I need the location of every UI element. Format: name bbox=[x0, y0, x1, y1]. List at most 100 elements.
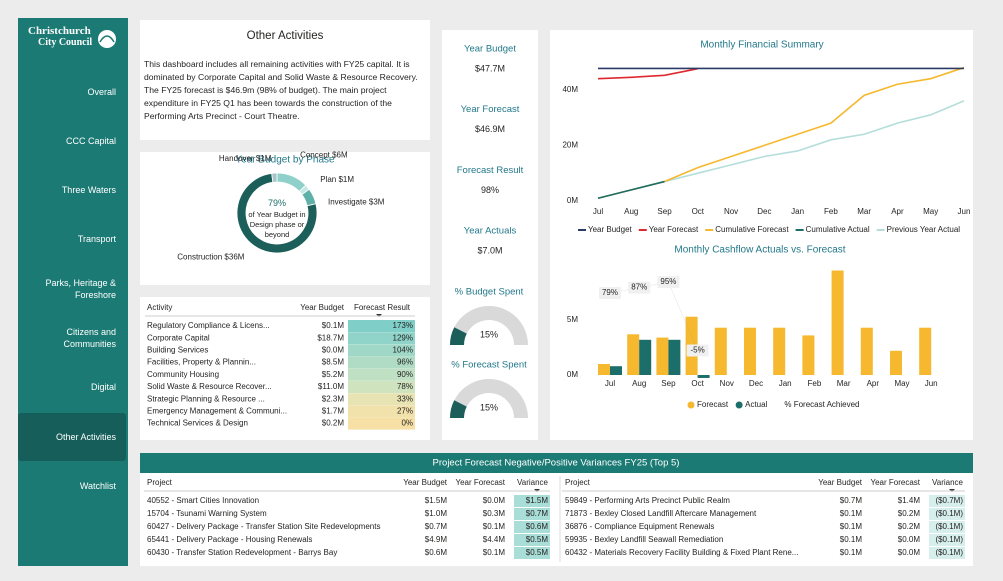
table-cell: $1.5M bbox=[425, 496, 448, 505]
table-cell: ($0.1M) bbox=[935, 509, 963, 518]
table-cell: Emergency Management & Communi... bbox=[147, 407, 287, 416]
kpi-panel bbox=[442, 30, 538, 440]
bar bbox=[697, 375, 710, 378]
donut-label-value: $36M bbox=[224, 253, 244, 262]
bar bbox=[919, 327, 932, 375]
table-cell: $0.1M bbox=[840, 509, 863, 518]
table-cell: 90% bbox=[397, 370, 413, 379]
table-cell: $0.1M bbox=[840, 548, 863, 557]
donut-label: Concept $6M bbox=[300, 150, 348, 159]
table-cell: ($0.7M) bbox=[935, 496, 963, 505]
gauge-label: 15% bbox=[480, 329, 498, 339]
table-header: Project bbox=[147, 478, 173, 487]
legend-label: Year Forecast bbox=[649, 225, 699, 234]
nav-item[interactable]: Watchlist bbox=[79, 480, 116, 491]
legend-label: Cumulative Forecast bbox=[715, 225, 789, 234]
nav-item[interactable]: Other Activities bbox=[18, 412, 126, 461]
table-cell: Community Housing bbox=[147, 370, 219, 379]
nav-item[interactable]: Transport bbox=[77, 234, 116, 245]
chart-title: % Forecast Spent bbox=[451, 360, 527, 371]
x-tick-label: Feb bbox=[824, 207, 838, 216]
result-cell bbox=[348, 332, 415, 345]
donut-center-value: 79% bbox=[267, 198, 286, 208]
x-tick-label: Nov bbox=[720, 379, 734, 388]
variance-cell bbox=[514, 495, 550, 507]
x-tick-label: Sep bbox=[657, 207, 672, 216]
table-cell: $0.2M bbox=[898, 509, 921, 518]
nav-item[interactable]: CCC Capital bbox=[65, 135, 116, 146]
variance-cell bbox=[514, 508, 550, 520]
donut-label: Construction $36M bbox=[177, 253, 245, 262]
table-cell: $0.1M bbox=[840, 522, 863, 531]
table-cell: 71873 - Bexley Closed Landfill Aftercare… bbox=[565, 509, 757, 518]
x-tick-label: Dec bbox=[749, 379, 763, 388]
donut-label-value: $6M bbox=[332, 150, 348, 159]
logo: Christchurch City Council bbox=[28, 26, 93, 49]
table-cell: 60432 - Materials Recovery Facility Buil… bbox=[565, 548, 798, 557]
variance-title: Project Forecast Negative/Positive Varia… bbox=[433, 458, 680, 469]
nav-item[interactable]: Citizens and Communities bbox=[63, 327, 116, 349]
intro-title: Other Activities bbox=[246, 30, 324, 42]
table-cell: $0.5M bbox=[526, 548, 549, 557]
x-tick-label: Mar bbox=[857, 207, 871, 216]
x-tick-label: Nov bbox=[724, 207, 738, 216]
table-header: Year Forecast bbox=[870, 478, 920, 487]
x-tick-label: Aug bbox=[624, 207, 638, 216]
nav-item[interactable]: Overall bbox=[87, 86, 116, 97]
table-cell: 60430 - Transfer Station Redevelopment -… bbox=[147, 548, 337, 557]
table-cell: $0.7M bbox=[425, 522, 448, 531]
donut-label-value: $1M bbox=[256, 154, 272, 163]
nav-item[interactable]: Parks, Heritage & Foreshore bbox=[45, 277, 116, 300]
y-tick-label: 0M bbox=[567, 196, 578, 205]
donut-label: Investigate $3M bbox=[328, 197, 385, 206]
data-label: 79% bbox=[602, 288, 618, 297]
result-cell bbox=[348, 356, 415, 369]
table-cell: $0.0M bbox=[898, 535, 921, 544]
logo-icon-detail bbox=[99, 35, 115, 43]
table-cell: $0.1M bbox=[483, 522, 506, 531]
logo-subtitle: City Council bbox=[38, 37, 93, 48]
x-tick-label: Apr bbox=[891, 207, 904, 216]
x-tick-label: Aug bbox=[632, 379, 646, 388]
x-tick-label: Mar bbox=[837, 379, 851, 388]
x-tick-label: May bbox=[923, 207, 938, 216]
data-label: 87% bbox=[631, 283, 647, 292]
bar bbox=[860, 327, 873, 375]
table-cell: ($0.1M) bbox=[935, 548, 963, 557]
bar bbox=[668, 339, 681, 375]
bar bbox=[744, 327, 756, 375]
x-tick-label: Sep bbox=[661, 379, 676, 388]
intro-panel bbox=[140, 20, 430, 140]
table-cell: $0.3M bbox=[483, 509, 506, 518]
table-header: Forecast Result bbox=[354, 303, 411, 312]
bar bbox=[610, 366, 622, 375]
result-cell bbox=[348, 320, 415, 332]
table-cell: 104% bbox=[393, 346, 413, 355]
legend-label: % Forecast Achieved bbox=[784, 400, 859, 409]
table-cell: Strategic Planning & Resource ... bbox=[147, 394, 265, 403]
series-line bbox=[597, 67, 698, 80]
table-cell: 15704 - Tsunami Warning System bbox=[147, 509, 267, 518]
y-tick-label: 40M bbox=[562, 85, 578, 94]
data-label-bg bbox=[599, 287, 621, 300]
data-label: -5% bbox=[690, 346, 704, 355]
table-cell: Solid Waste & Resource Recover... bbox=[147, 382, 272, 391]
table-header: Variance bbox=[932, 478, 964, 487]
data-label-bg bbox=[628, 281, 651, 294]
table-cell: 96% bbox=[397, 358, 413, 367]
table-cell: $0.2M bbox=[322, 419, 345, 428]
x-tick-label: May bbox=[894, 379, 909, 388]
nav-item[interactable]: Digital bbox=[90, 382, 116, 393]
legend-label: Actual bbox=[745, 400, 767, 409]
table-cell: ($0.1M) bbox=[935, 535, 963, 544]
table-cell: $4.9M bbox=[425, 535, 448, 544]
nav-item[interactable]: Three Waters bbox=[61, 185, 116, 196]
data-label-bg bbox=[686, 344, 709, 357]
bar bbox=[890, 350, 902, 375]
legend-swatch bbox=[687, 401, 695, 409]
gauge-track bbox=[450, 379, 528, 418]
table-cell: $0.7M bbox=[840, 496, 863, 505]
table-cell: 36876 - Compliance Equipment Renewals bbox=[565, 522, 714, 531]
